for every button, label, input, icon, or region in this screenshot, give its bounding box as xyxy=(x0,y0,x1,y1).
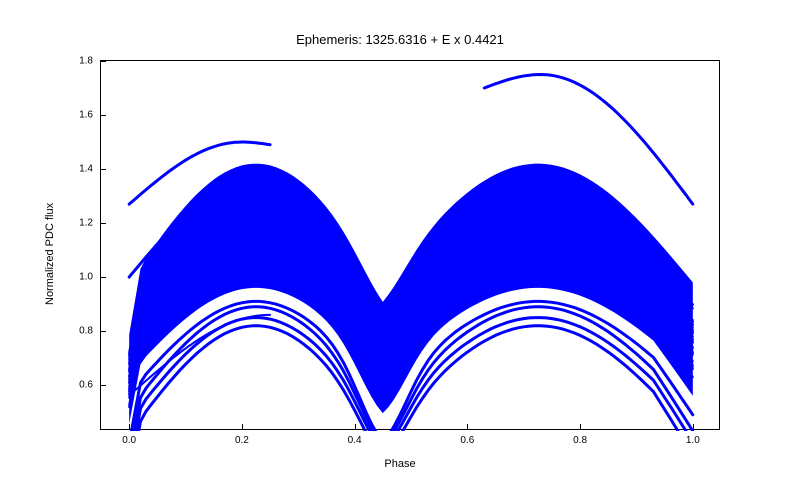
y-axis-label: Normalized PDC flux xyxy=(44,203,56,305)
ytick-mark xyxy=(101,115,106,116)
figure: Ephemeris: 1325.6316 + E x 0.4421 0.00.2… xyxy=(0,0,800,500)
xtick-label: 0.6 xyxy=(460,435,474,446)
xtick-label: 1.0 xyxy=(686,435,700,446)
xtick-mark xyxy=(129,424,130,429)
xtick-label: 0.0 xyxy=(122,435,136,446)
xtick-label: 0.2 xyxy=(235,435,249,446)
x-axis-label: Phase xyxy=(0,458,800,470)
ytick-label: 1.4 xyxy=(79,164,93,175)
ytick-label: 1.6 xyxy=(79,110,93,121)
ytick-label: 1.0 xyxy=(79,272,93,283)
ytick-mark xyxy=(101,385,106,386)
chart-title: Ephemeris: 1325.6316 + E x 0.4421 xyxy=(0,32,800,47)
ytick-label: 0.6 xyxy=(79,380,93,391)
ytick-label: 1.8 xyxy=(79,56,93,67)
ytick-mark xyxy=(101,223,106,224)
ytick-mark xyxy=(101,61,106,62)
xtick-mark xyxy=(355,424,356,429)
ytick-mark xyxy=(101,331,106,332)
xtick-label: 0.4 xyxy=(348,435,362,446)
xtick-mark xyxy=(580,424,581,429)
xtick-mark xyxy=(693,424,694,429)
ytick-label: 0.8 xyxy=(79,326,93,337)
scatter-plot xyxy=(101,61,721,431)
xtick-label: 0.8 xyxy=(573,435,587,446)
ytick-label: 1.2 xyxy=(79,218,93,229)
xtick-mark xyxy=(467,424,468,429)
ytick-mark xyxy=(101,169,106,170)
xtick-mark xyxy=(242,424,243,429)
chart-axes: 0.00.20.40.60.81.00.60.81.01.21.41.61.8 xyxy=(100,60,720,430)
ytick-mark xyxy=(101,277,106,278)
